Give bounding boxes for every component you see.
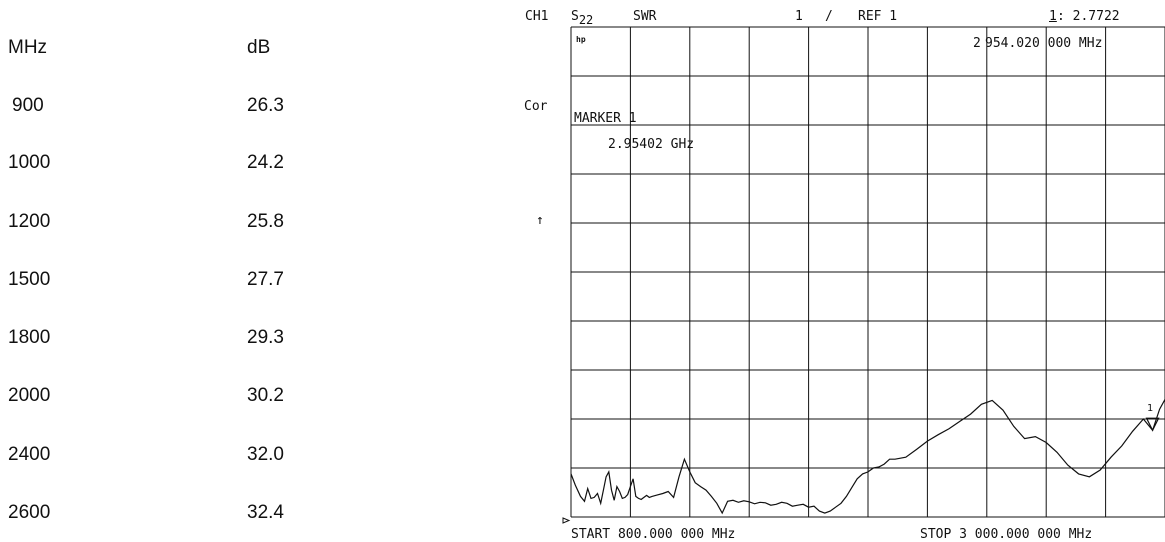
table-cell-db: 27.7 (247, 269, 284, 290)
graticule (570, 26, 1165, 518)
parameter-subscript: 22 (578, 13, 594, 27)
reference-position-marker (562, 517, 571, 524)
marker-triangle (1145, 417, 1160, 432)
parameter-main: S (571, 9, 579, 24)
table-cell-db: 24.2 (247, 152, 284, 173)
table-cell-mhz: 2400 (8, 444, 51, 465)
scale-label: 1 (795, 9, 803, 24)
table-cell-mhz: 1500 (8, 269, 51, 290)
column-header-db: dB (247, 37, 271, 58)
frequency-readout-value: 954.020 000 MHz (985, 36, 1103, 51)
table-cell-db: 29.3 (247, 327, 284, 348)
table-cell-db: 25.8 (247, 211, 284, 232)
marker-frequency: 2.95402 GHz (608, 137, 695, 152)
marker-readout-number: 1 (1049, 9, 1057, 24)
table-cell-db: 32.0 (247, 444, 284, 465)
table-cell-mhz: 1800 (8, 327, 51, 348)
table-cell-mhz: 1000 (8, 152, 51, 173)
table-cell-mhz: 900 (12, 95, 44, 116)
parameter-label: S22 (571, 9, 593, 26)
table-cell-db: 32.4 (247, 502, 284, 523)
swr-plot (562, 26, 1165, 524)
stop-frequency: STOP 3 000.000 000 MHz (920, 527, 1093, 542)
table-cell-mhz: 2000 (8, 385, 51, 406)
frequency-readout-number: 2 (973, 36, 981, 51)
table-cell-mhz: 1200 (8, 211, 51, 232)
hp-logo: hp (576, 35, 586, 44)
format-label: SWR (633, 9, 657, 24)
table-cell-mhz: 2600 (8, 502, 51, 523)
scale-separator: / (825, 9, 833, 24)
network-analyzer-display: CH1 S22 SWR 1 / REF 1 1 : 2.7722 hp 2 95… (515, 0, 1165, 542)
channel-label: CH1 (525, 9, 549, 24)
marker-flag-number: 1 (1147, 403, 1154, 414)
correction-indicator: Cor (524, 99, 548, 114)
data-table: MHz dB 900 26.3 1000 24.2 1200 25.8 1500… (0, 0, 330, 540)
swr-trace (570, 399, 1165, 515)
start-frequency: START 800.000 000 MHz (571, 527, 736, 542)
table-cell-db: 26.3 (247, 95, 284, 116)
column-header-mhz: MHz (8, 37, 48, 58)
marker-readout-value: : 2.7722 (1057, 9, 1120, 24)
reference-label: REF 1 (858, 9, 898, 24)
reference-position-arrow: ↑ (536, 213, 544, 228)
table-cell-db: 30.2 (247, 385, 284, 406)
marker-title: MARKER 1 (574, 111, 637, 126)
